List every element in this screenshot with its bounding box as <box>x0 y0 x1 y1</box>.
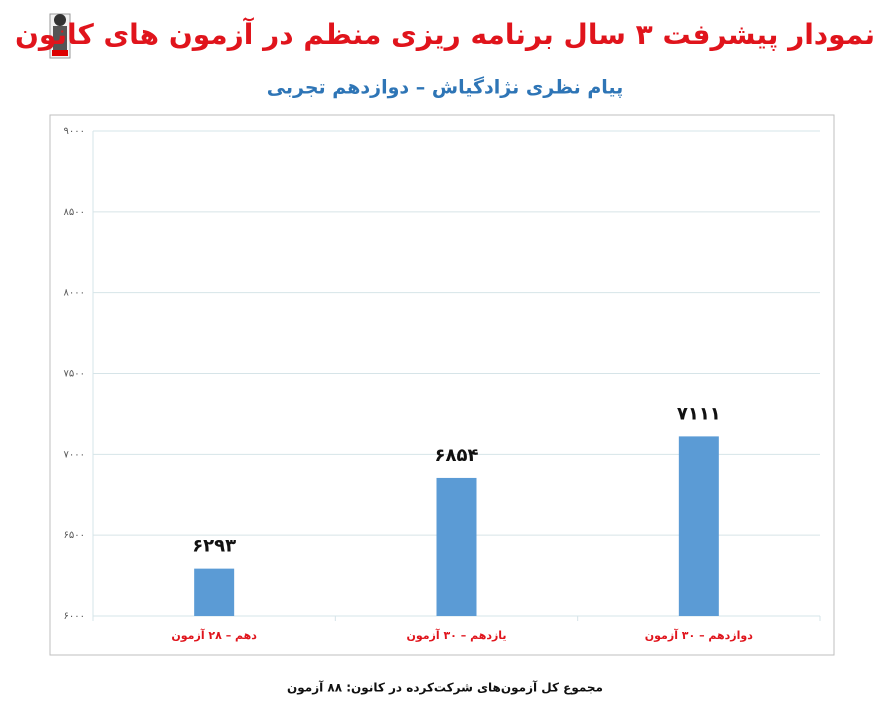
data-label: ۷۱۱۱ <box>677 403 721 424</box>
x-tick-label: دهم – ۲۸ آزمون <box>171 628 257 642</box>
y-tick-label: ۷۵۰۰ <box>64 369 85 380</box>
y-tick-label: ۶۵۰۰ <box>64 530 85 541</box>
chart-subtitle: پیام نظری نژادگیاش – دوازدهم تجربی <box>267 76 624 99</box>
logo-head <box>54 14 66 26</box>
chart-title: نمودار پیشرفت ۳ سال برنامه ریزی منظم در … <box>15 17 875 51</box>
data-label: ۶۲۹۳ <box>192 536 236 557</box>
bar <box>436 477 477 616</box>
logo-body <box>53 26 67 50</box>
bar <box>678 436 719 616</box>
chart-frame <box>49 114 835 656</box>
logo <box>49 13 71 59</box>
x-tick-label: دوازدهم – ۳۰ آزمون <box>645 628 753 642</box>
logo-band <box>52 50 68 56</box>
footnote: مجموع کل آزمون‌های شرکت‌کرده در کانون: ۸… <box>287 680 603 696</box>
data-label: ۶۸۵۴ <box>435 445 479 466</box>
y-tick-label: ۸۰۰۰ <box>64 288 85 299</box>
y-tick-label: ۸۵۰۰ <box>64 207 85 218</box>
y-tick-label: ۹۰۰۰ <box>64 126 85 137</box>
y-tick-label: ۶۰۰۰ <box>64 611 85 622</box>
bar <box>194 568 235 616</box>
x-tick-label: یازدهم – ۳۰ آزمون <box>406 628 506 642</box>
y-tick-label: ۷۰۰۰ <box>64 449 85 460</box>
